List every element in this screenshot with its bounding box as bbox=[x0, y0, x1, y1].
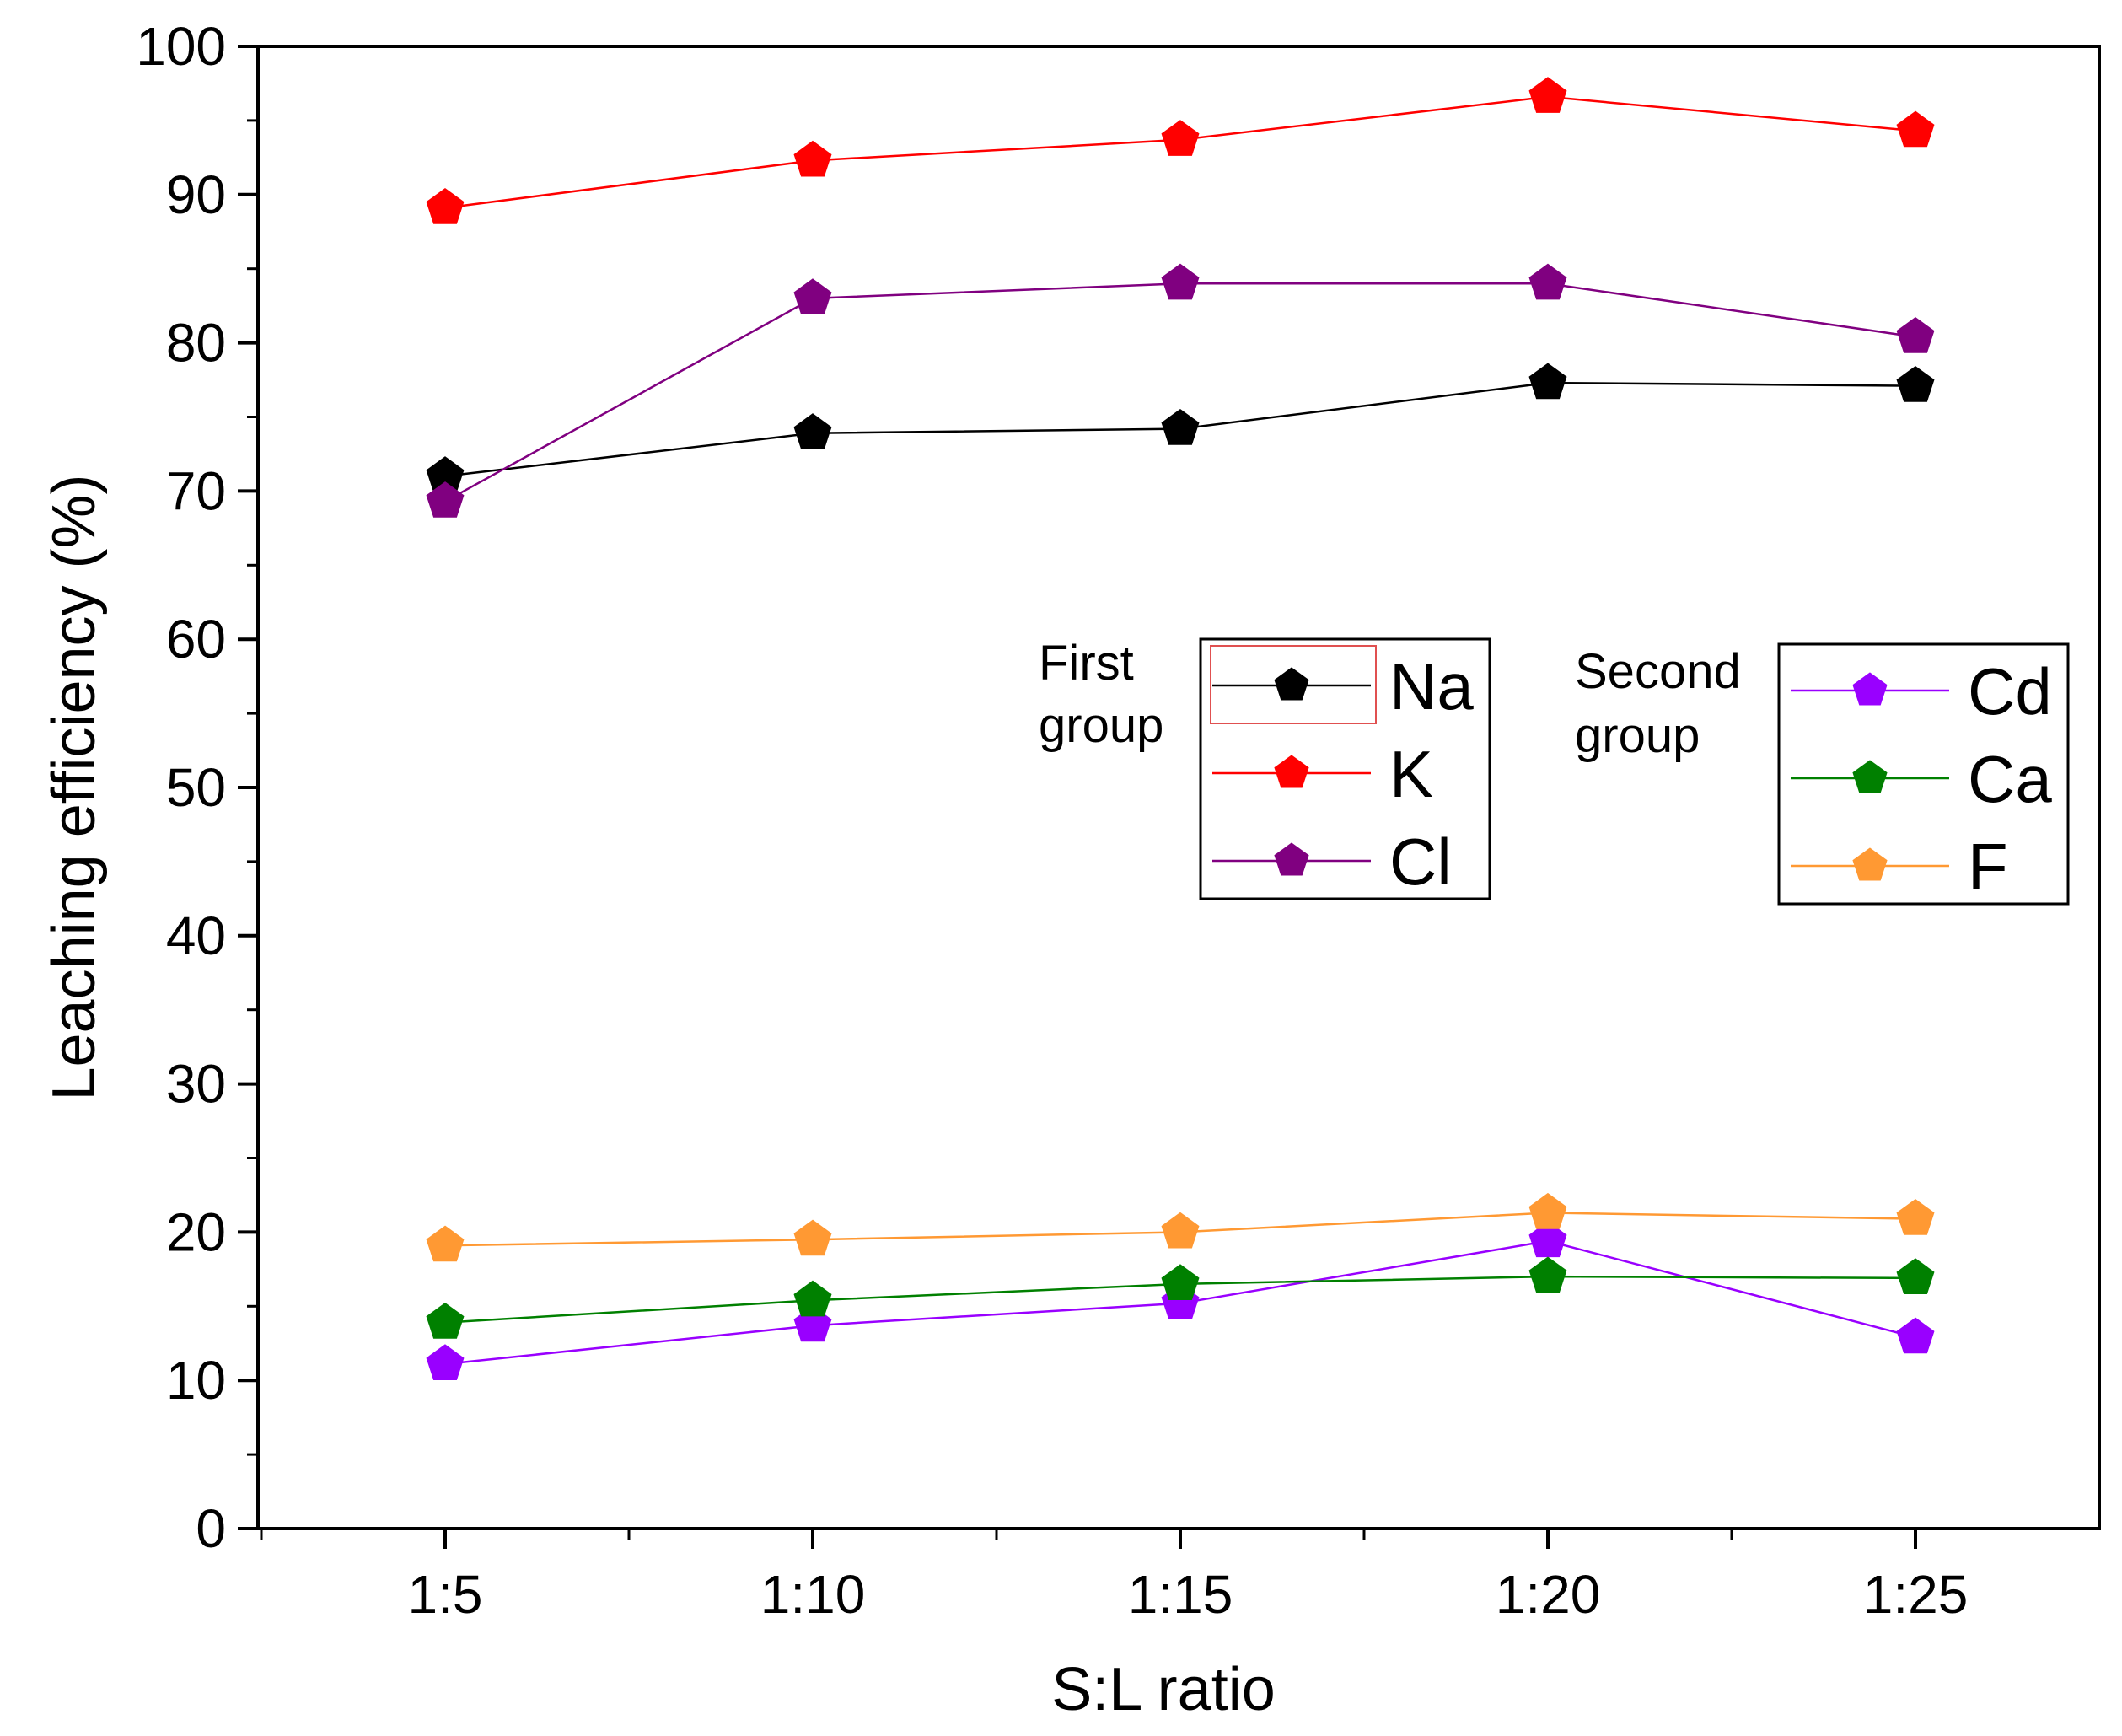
data-point-ca bbox=[426, 1302, 465, 1339]
data-point-k bbox=[426, 187, 465, 224]
y-tick-label: 70 bbox=[166, 460, 226, 521]
legend-first-group: First group Na K Cl bbox=[1039, 636, 1491, 900]
y-tick-label: 90 bbox=[166, 164, 226, 225]
x-tick-label: 1:10 bbox=[760, 1564, 866, 1625]
y-tick-label: 80 bbox=[166, 313, 226, 374]
data-point-ca bbox=[1896, 1258, 1935, 1294]
y-axis: 0 10 20 30 40 50 60 70 80 90 100 bbox=[136, 16, 258, 1559]
y-tick-label: 20 bbox=[166, 1201, 226, 1262]
data-point-k bbox=[1528, 77, 1567, 113]
series-k bbox=[426, 77, 1935, 224]
y-tick-label: 0 bbox=[196, 1498, 226, 1559]
series-f bbox=[426, 1192, 1935, 1262]
data-point-cd bbox=[1896, 1317, 1935, 1354]
data-point-k bbox=[1161, 120, 1200, 156]
legend-second-items: Cd Ca F bbox=[1791, 654, 2052, 904]
y-tick-label: 30 bbox=[166, 1054, 226, 1115]
data-point-na bbox=[1528, 363, 1567, 400]
legend-label-cl: Cl bbox=[1389, 825, 1452, 899]
legend-label-f: F bbox=[1968, 830, 2008, 904]
series-ca bbox=[426, 1256, 1935, 1339]
x-tick-label: 1:20 bbox=[1496, 1564, 1601, 1625]
data-point-f bbox=[1528, 1192, 1567, 1229]
legend-marker-k bbox=[1274, 755, 1309, 788]
series-layer bbox=[426, 77, 1935, 1380]
data-point-na bbox=[1896, 365, 1935, 402]
data-point-cd bbox=[426, 1344, 465, 1380]
data-point-k bbox=[1896, 110, 1935, 148]
series-cl bbox=[426, 263, 1935, 518]
legend-label-ca: Ca bbox=[1968, 742, 2052, 816]
data-point-ca bbox=[1528, 1256, 1567, 1293]
y-tick-label: 100 bbox=[136, 16, 226, 77]
data-point-k bbox=[793, 140, 832, 177]
series-na bbox=[426, 363, 1935, 492]
data-point-f bbox=[1161, 1212, 1200, 1249]
data-point-f bbox=[793, 1219, 832, 1256]
data-point-cl bbox=[426, 481, 465, 518]
data-point-cl bbox=[1528, 263, 1567, 300]
data-point-na bbox=[1161, 408, 1200, 445]
data-point-ca bbox=[1161, 1264, 1200, 1300]
x-axis-title: S:L ratio bbox=[1051, 1656, 1275, 1723]
legend-marker-ca bbox=[1852, 760, 1888, 793]
data-point-f bbox=[426, 1225, 465, 1262]
x-tick-label: 1:15 bbox=[1128, 1564, 1233, 1625]
legend-first-items: Na K Cl bbox=[1212, 649, 1474, 899]
legend-label-na: Na bbox=[1389, 649, 1474, 723]
data-point-cl bbox=[1896, 316, 1935, 353]
legend-group-label-first-line1: First bbox=[1039, 636, 1134, 691]
data-point-na bbox=[793, 413, 832, 449]
series-line-cl bbox=[444, 282, 1916, 503]
legend-box-first bbox=[1199, 637, 1491, 900]
y-tick-label: 60 bbox=[166, 609, 226, 669]
legend-second-group: Second group Cd Ca F bbox=[1575, 642, 2070, 906]
legend-marker-cd bbox=[1852, 672, 1888, 706]
x-tick-label: 1:25 bbox=[1863, 1564, 1969, 1625]
y-tick-label: 10 bbox=[166, 1350, 226, 1411]
legend-group-label-second-line2: group bbox=[1575, 708, 1700, 763]
legend-marker-na bbox=[1274, 667, 1309, 701]
x-axis: 1:5 1:10 1:15 1:20 1:25 bbox=[260, 1529, 1969, 1625]
x-tick-label: 1:5 bbox=[408, 1564, 483, 1625]
legend-marker-cl bbox=[1274, 842, 1309, 876]
y-tick-label: 40 bbox=[166, 906, 226, 966]
y-tick-label: 50 bbox=[166, 757, 226, 818]
data-point-cl bbox=[1161, 263, 1200, 300]
data-point-ca bbox=[793, 1280, 832, 1317]
data-point-cl bbox=[793, 278, 832, 314]
legend-selection-highlight bbox=[1210, 645, 1377, 724]
y-axis-title: Leaching efficiency (%) bbox=[40, 474, 108, 1100]
legend-label-k: K bbox=[1389, 737, 1433, 811]
legend-group-label-first-line2: group bbox=[1039, 698, 1163, 753]
legend-box-second bbox=[1777, 642, 2070, 906]
data-point-f bbox=[1896, 1198, 1935, 1235]
legend-group-label-second-line1: Second bbox=[1575, 644, 1741, 699]
legend-marker-f bbox=[1852, 847, 1888, 881]
legend-label-cd: Cd bbox=[1968, 654, 2052, 728]
